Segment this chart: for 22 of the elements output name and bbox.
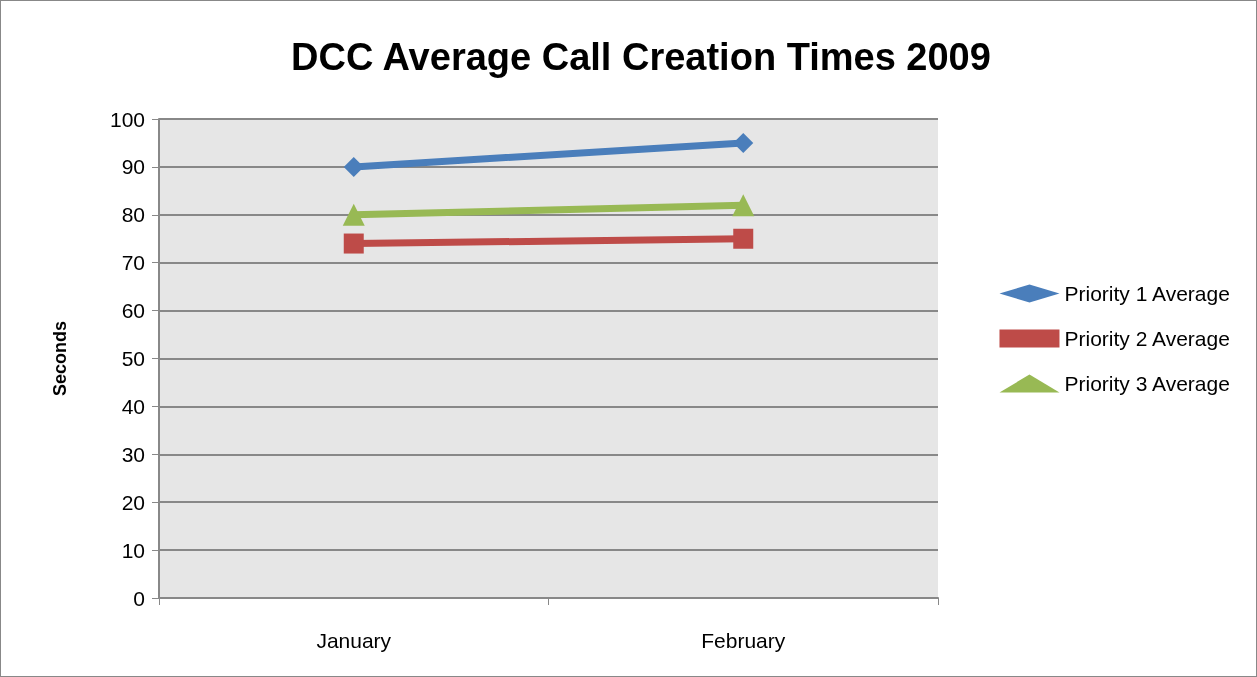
y-tick-label: 10	[121, 538, 145, 562]
point	[343, 233, 364, 254]
y-tick-label: 0	[133, 586, 145, 610]
legend-label: Priority 2 Average	[1064, 327, 1230, 350]
y-tick-label: 60	[121, 299, 145, 323]
y-tick-label: 50	[121, 347, 145, 370]
x-tick-label: January	[316, 629, 392, 652]
point	[733, 228, 754, 249]
y-tick-label: 70	[121, 251, 145, 275]
y-tick-label: 30	[121, 442, 145, 466]
x-tick-label: February	[701, 629, 786, 652]
legend-label: Priority 1 Average	[1064, 282, 1230, 305]
y-tick-label: 90	[121, 155, 145, 179]
point	[343, 156, 364, 177]
y-tick-label: 20	[121, 490, 145, 514]
y-axis-title: Seconds	[50, 320, 70, 397]
chart-title: DCC Average Call Creation Times 2009	[291, 36, 991, 78]
y-tick-label: 100	[109, 107, 145, 131]
y-tick-label: 40	[121, 394, 145, 418]
y-tick-label: 80	[121, 203, 145, 227]
legend-label: Priority 3 Average	[1064, 372, 1230, 395]
point	[733, 132, 754, 153]
